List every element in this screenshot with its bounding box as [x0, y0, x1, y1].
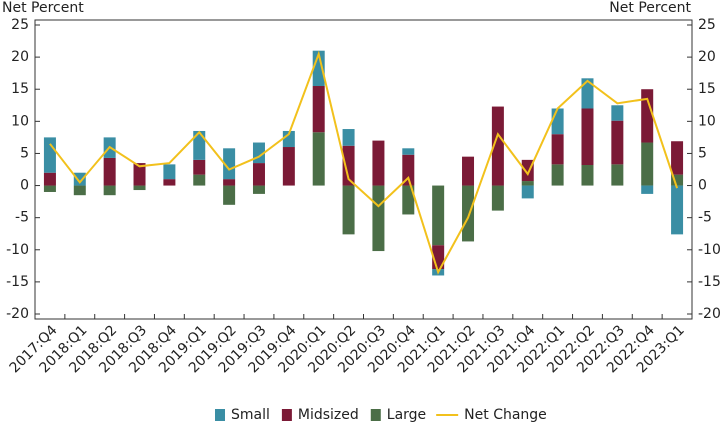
y-tick-label: -15	[6, 274, 29, 290]
bar	[432, 185, 445, 246]
bar	[163, 179, 176, 186]
bar	[551, 134, 564, 165]
bar	[671, 174, 684, 186]
y2-tick-label: 5	[698, 145, 707, 161]
bar	[581, 78, 594, 109]
bar	[282, 130, 295, 148]
bar	[193, 159, 206, 175]
bar	[462, 185, 475, 242]
bar	[372, 185, 385, 252]
bar	[342, 129, 355, 146]
y-tick-label: -20	[6, 306, 29, 322]
bar	[671, 185, 684, 235]
y2-tick-label: 20	[698, 49, 716, 65]
bar	[402, 148, 415, 155]
bar	[521, 181, 534, 186]
bar	[43, 137, 56, 173]
bar	[223, 179, 236, 186]
bar	[103, 157, 116, 186]
legend-swatch	[281, 409, 292, 421]
bar	[581, 165, 594, 186]
y2-tick-label: 15	[698, 81, 716, 97]
bar	[641, 185, 654, 194]
bar	[671, 141, 684, 175]
bar	[491, 185, 504, 211]
bar	[312, 132, 325, 186]
legend-label: Small	[231, 407, 270, 423]
bar	[611, 120, 624, 165]
bar	[312, 86, 325, 133]
y2-tick-label: -5	[698, 210, 712, 226]
y-tick-label: 25	[11, 17, 29, 33]
bar	[223, 185, 236, 205]
bar	[43, 185, 56, 192]
y-axis-title: Net Percent	[2, 0, 84, 16]
y2-tick-label: 25	[698, 17, 716, 33]
bar	[491, 106, 504, 186]
bar	[641, 89, 654, 143]
bar	[611, 164, 624, 186]
y-tick-label: 5	[20, 145, 29, 161]
y-tick-label: 0	[20, 178, 29, 194]
line	[49, 50, 679, 275]
bar	[103, 185, 116, 196]
y-tick-label: -5	[15, 210, 29, 226]
y-tick-label: 20	[11, 49, 29, 65]
bar	[462, 156, 475, 186]
bar	[163, 164, 176, 180]
y2-tick-label: -20	[698, 306, 721, 322]
bar	[611, 105, 624, 121]
bar	[282, 147, 295, 186]
bar	[342, 145, 355, 186]
y2-axis-title: Net Percent	[609, 0, 691, 16]
bar	[402, 185, 415, 215]
bar	[402, 154, 415, 186]
bar	[43, 172, 56, 186]
bar	[133, 185, 146, 191]
bar	[73, 185, 86, 196]
legend-label: Net Change	[464, 407, 547, 423]
legend-label: Large	[387, 407, 426, 423]
bar	[581, 108, 594, 166]
y2-tick-label: 0	[698, 178, 707, 194]
y2-tick-label: 10	[698, 113, 716, 129]
bar	[133, 163, 146, 186]
legend-swatch	[215, 409, 225, 421]
bar	[252, 163, 265, 186]
y-tick-label: 10	[11, 113, 29, 129]
bar	[372, 140, 385, 186]
bar	[521, 185, 534, 199]
bar	[73, 172, 86, 186]
y-tick-label: 15	[11, 81, 29, 97]
bar	[641, 142, 654, 186]
bar	[551, 108, 564, 135]
bar	[193, 174, 206, 186]
bar	[342, 185, 355, 235]
bar	[193, 130, 206, 160]
y-tick-label: -10	[6, 242, 29, 258]
bar	[223, 148, 236, 180]
y2-tick-label: -10	[698, 242, 721, 258]
y2-tick-label: -15	[698, 274, 721, 290]
legend-swatch	[370, 409, 381, 421]
bar	[551, 164, 564, 186]
legend-label: Midsized	[298, 407, 359, 423]
bar	[252, 185, 265, 194]
